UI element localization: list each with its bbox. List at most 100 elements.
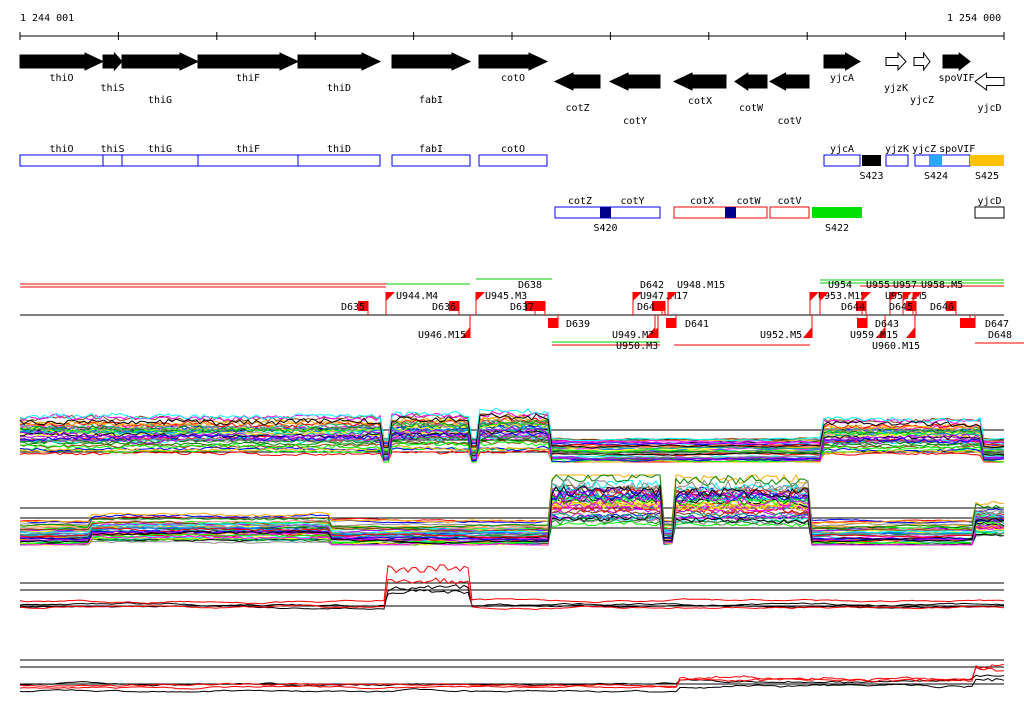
feature-flag-U945.M3[interactable] [476,292,485,301]
gene-arrow-yjzK[interactable] [885,51,907,72]
feature-flag-U946.M15[interactable] [461,327,470,338]
expression-profile[interactable] [19,564,1005,605]
cds-box-thiD[interactable] [297,154,381,167]
feature-label-U957: U957 [893,280,917,291]
expression-profile[interactable] [20,494,1005,546]
expression-profile[interactable] [19,418,1005,455]
expression-profile[interactable] [19,473,1005,525]
gene-arrow-yjcD[interactable] [974,72,1005,91]
expression-profile[interactable] [19,484,1005,527]
feature-mark-D639[interactable] [548,318,558,328]
feature-mark-D648[interactable] [965,318,975,328]
expression-profile[interactable] [19,429,1005,450]
expression-profile[interactable] [19,588,1005,608]
cds-box-thiG[interactable] [121,154,199,167]
feature-flag-U957[interactable] [903,292,912,301]
segment-S424[interactable] [930,155,942,166]
cds-box-cotY[interactable] [604,206,661,219]
expression-profile[interactable] [19,413,1005,449]
cds-box-yjcA[interactable] [823,154,861,167]
cds-box-thiO[interactable] [19,154,104,167]
cds-label-thiD: thiD [327,144,351,155]
segment-S420[interactable] [600,207,611,218]
gene-arrow-thiF[interactable] [197,52,300,71]
gene-arrow-cotW[interactable] [734,72,768,91]
feature-flag-U947.M17[interactable] [633,292,642,301]
gene-arrow-thiD[interactable] [297,52,382,71]
expression-profile[interactable] [20,438,1005,457]
cds-box-yjcZ[interactable] [914,154,931,167]
cds-box-fabI[interactable] [391,154,471,167]
feature-mark-D645[interactable] [906,301,916,311]
expression-profile[interactable] [19,449,1004,463]
cds-box-yjzK[interactable] [885,154,909,167]
expression-profile[interactable] [19,416,1005,448]
gene-arrow-cotY[interactable] [608,72,661,91]
feature-flag-U960.M15[interactable] [906,327,915,338]
gene-arrow-cotZ[interactable] [553,72,601,91]
feature-mark-D644[interactable] [856,301,866,311]
expression-profile[interactable] [19,666,1005,689]
expression-profile[interactable] [19,407,1005,442]
segment-S422[interactable] [812,207,862,218]
feature-mark-D635[interactable] [358,301,368,311]
expression-profile[interactable] [19,484,1005,545]
feature-flag-U944.M4[interactable] [386,292,395,301]
expression-profile[interactable] [19,577,1005,611]
feature-flag-U950.M3[interactable] [649,327,658,338]
expression-profile[interactable] [19,674,1005,687]
expression-profile[interactable] [19,435,1005,461]
feature-mark-D643[interactable] [857,318,867,328]
cds-box-thiS[interactable] [102,154,123,167]
feature-mark-D642[interactable] [655,301,665,311]
gene-arrow-yjcA[interactable] [823,52,861,71]
expression-profile[interactable] [19,440,1005,463]
expression-profile[interactable] [19,488,1005,539]
gene-arrow-spoVIF[interactable] [942,51,971,72]
gene-arrow-cotX[interactable] [672,72,727,91]
feature-mark-D641[interactable] [666,318,676,328]
expression-profile[interactable] [19,490,1005,541]
expression-profile[interactable] [19,427,1005,449]
expression-profile[interactable] [19,677,1005,693]
gene-arrow-thiG[interactable] [121,52,200,71]
gene-arrow-thiS[interactable] [102,51,123,72]
cds-box-yjcD[interactable] [974,206,1005,219]
cds-box-thiF[interactable] [197,154,299,167]
expression-profile[interactable] [19,584,1005,610]
expression-profile[interactable] [19,419,1005,455]
feature-label-U945.M3: U945.M3 [485,291,527,302]
feature-flag-U959.M15[interactable] [876,327,885,338]
expression-profile[interactable] [19,478,1005,537]
expression-profile[interactable] [19,445,1005,463]
feature-flag-U954[interactable] [820,292,829,301]
feature-mark-D638[interactable] [535,301,545,311]
gene-arrow-cotO[interactable] [478,52,549,71]
feature-mark-D636[interactable] [449,301,459,311]
segment-S423[interactable] [862,155,881,166]
expression-profile[interactable] [19,474,1005,530]
expression-profile[interactable] [19,412,1005,441]
gene-arrow-fabI[interactable] [391,52,472,71]
feature-flag-U953.M15[interactable] [810,292,819,301]
feature-mark-D646[interactable] [946,301,956,311]
cds-box-cotV[interactable] [769,206,810,219]
feature-flag-U948.M15[interactable] [668,292,677,301]
feature-mark-D637[interactable] [525,301,535,311]
gene-arrow-thiO[interactable] [19,52,105,71]
cds-box-cotZ[interactable] [554,206,606,219]
gene-arrow-cotV[interactable] [768,72,810,91]
gene-arrow-yjcZ[interactable] [913,51,931,72]
cds-box-cotX[interactable] [673,206,731,219]
feature-flag-U952.M5[interactable] [803,327,812,338]
feature-flag-U958.M5[interactable] [913,292,922,301]
feature-flag-U955[interactable] [862,292,871,301]
segment-S425[interactable] [970,155,1004,166]
cds-box-cotO[interactable] [478,154,548,167]
segment-S421[interactable] [725,207,736,218]
expression-profile[interactable] [19,483,1005,533]
expression-profile[interactable] [19,426,1005,462]
feature-flag-U956.M5[interactable] [890,292,899,301]
expression-profile[interactable] [19,663,1005,690]
